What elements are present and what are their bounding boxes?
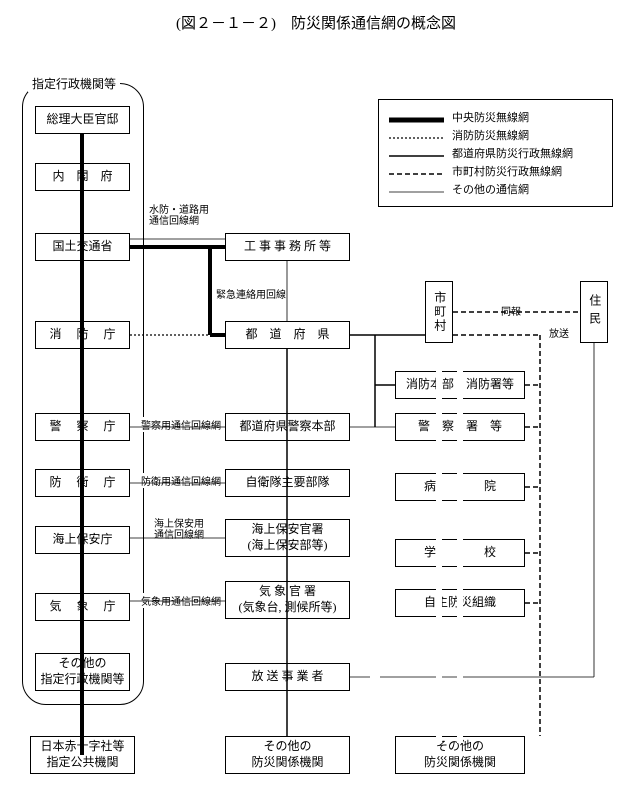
- diagram-canvas: 指定行政機関等 総理大臣官邸 内 閣 府 国土交通省 消 防 庁 警 察 庁 防…: [0, 41, 632, 811]
- node-police-station: 警 察 署 等: [395, 413, 525, 441]
- node-other-inst1: その他の 防災関係機関: [225, 736, 350, 774]
- node-school: 学 校: [395, 539, 525, 567]
- node-fdma: 消 防 庁: [35, 321, 130, 349]
- node-other-agencies: その他の 指定行政機関等: [35, 653, 130, 691]
- node-jma-office: 気 象 官 署 (気象台, 測候所等): [225, 581, 350, 619]
- node-vol-org: 自主防災組織: [395, 589, 525, 617]
- node-works: 工 事 事 務 所 等: [225, 233, 350, 261]
- legend: 中央防災無線網 消防防災無線網 都道府県防災行政無線網 市町村防災行政無線網 そ…: [378, 99, 613, 207]
- label-housou: 放送: [548, 325, 570, 340]
- node-jma: 気 象 庁: [35, 593, 130, 621]
- label-kaiho: 海上保安用 通信回線網: [153, 519, 205, 541]
- node-residents: 住民: [580, 281, 608, 343]
- legend-row-4: 市町村防災行政無線網: [389, 162, 602, 180]
- legend-text-5: その他の通信網: [452, 181, 529, 197]
- node-municipality: 市町村: [425, 281, 453, 343]
- node-hospital: 病 院: [395, 473, 525, 501]
- legend-row-3: 都道府県防災行政無線網: [389, 144, 602, 162]
- node-pref-police: 都道府県警察本部: [225, 413, 350, 441]
- node-pref: 都 道 府 県: [225, 321, 350, 349]
- label-douhou: 同報: [500, 303, 522, 318]
- label-bouei: 防衛用通信回線網: [140, 473, 222, 488]
- legend-text-2: 消防防災無線網: [452, 127, 529, 143]
- node-sdf: 自衛隊主要部隊: [225, 469, 350, 497]
- node-mod: 防 衛 庁: [35, 469, 130, 497]
- node-mlit: 国土交通省: [35, 233, 130, 261]
- node-jrc: 日本赤十字社等 指定公共機関: [30, 736, 135, 774]
- node-broadcaster: 放 送 事 業 者: [225, 663, 350, 691]
- label-kishou: 気象用通信回線網: [140, 593, 222, 608]
- agency-group-label: 指定行政機関等: [28, 75, 120, 92]
- label-kinkyu: 緊急連絡用回線: [215, 286, 287, 301]
- label-suibou: 水防・道路用 通信回線網: [148, 205, 210, 227]
- label-keisatsu: 警察用通信回線網: [140, 417, 222, 432]
- node-other-inst2: その他の 防災関係機関: [395, 736, 525, 774]
- node-naikakufu: 内 閣 府: [35, 163, 130, 191]
- legend-text-3: 都道府県防災行政無線網: [452, 145, 573, 161]
- legend-text-4: 市町村防災行政無線網: [452, 163, 562, 179]
- node-fire-hq: 消防本部・消防署等: [395, 371, 525, 399]
- node-npa: 警 察 庁: [35, 413, 130, 441]
- legend-text-1: 中央防災無線網: [452, 109, 529, 125]
- node-jcg-office: 海上保安官署 (海上保安部等): [225, 519, 350, 557]
- figure-title: (図２－１－２) 防災関係通信網の概念図: [0, 0, 632, 41]
- legend-row-1: 中央防災無線網: [389, 108, 602, 126]
- node-jcg: 海上保安庁: [35, 526, 130, 554]
- legend-row-5: その他の通信網: [389, 180, 602, 198]
- legend-row-2: 消防防災無線網: [389, 126, 602, 144]
- node-pm: 総理大臣官邸: [35, 106, 130, 134]
